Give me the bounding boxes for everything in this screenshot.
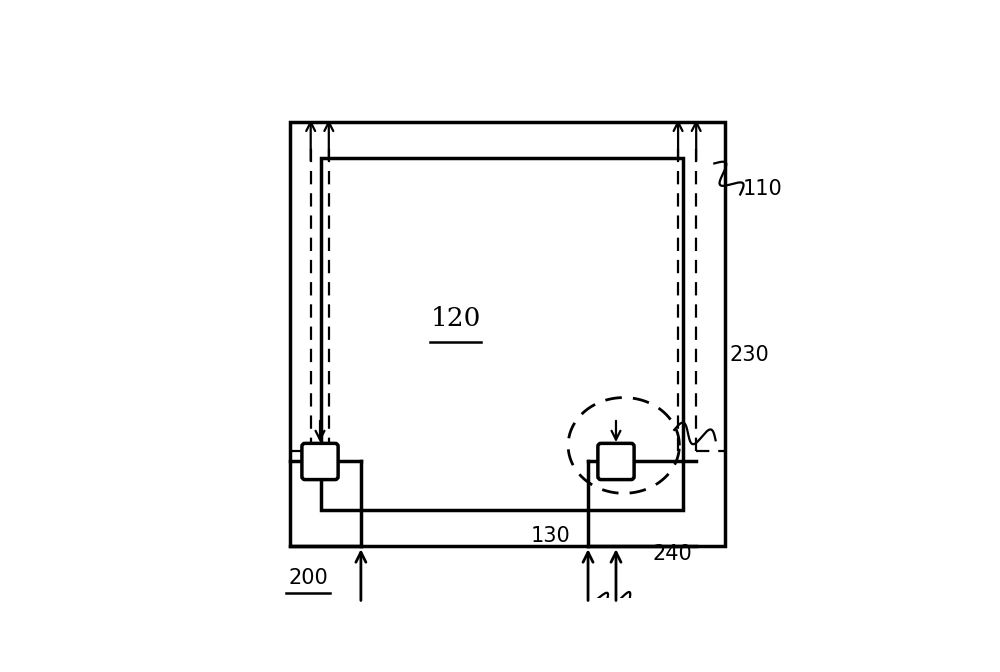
FancyBboxPatch shape xyxy=(598,444,634,480)
Bar xyxy=(290,122,725,546)
Bar xyxy=(321,159,683,510)
Text: 240: 240 xyxy=(652,544,692,564)
FancyBboxPatch shape xyxy=(302,444,338,480)
Text: 200: 200 xyxy=(288,569,328,589)
Text: 120: 120 xyxy=(430,306,481,331)
Text: 230: 230 xyxy=(730,345,770,365)
Text: 110: 110 xyxy=(743,179,783,200)
Text: 130: 130 xyxy=(531,526,570,546)
